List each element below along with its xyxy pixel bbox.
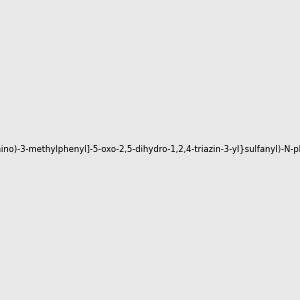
Text: 2-({6-[2-(acetylamino)-3-methylphenyl]-5-oxo-2,5-dihydro-1,2,4-triazin-3-yl}sulf: 2-({6-[2-(acetylamino)-3-methylphenyl]-5… bbox=[0, 146, 300, 154]
